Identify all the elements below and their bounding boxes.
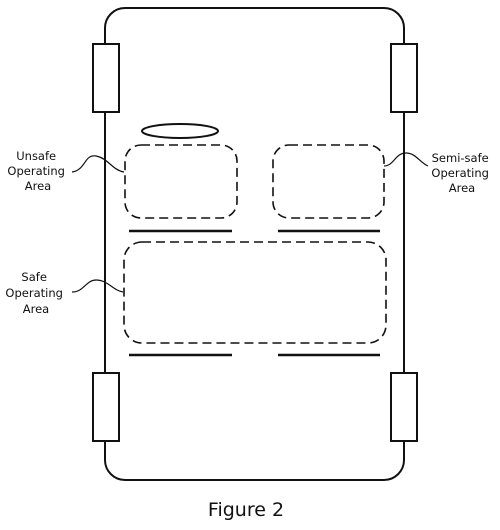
unsafe-area-label: Unsafe Operating Area <box>7 149 68 193</box>
safe-area-label: Safe Operating Area <box>5 270 66 316</box>
wheel-front-right <box>390 43 418 113</box>
unsafe-label-line-1: Unsafe <box>16 149 56 163</box>
safe-label-line-1: Safe <box>21 270 46 284</box>
unsafe-operating-area <box>124 144 238 219</box>
wheel-front-left <box>92 43 120 113</box>
semi-safe-label-line-3: Area <box>449 181 475 195</box>
wheel-rear-right <box>390 372 418 442</box>
figure-caption: Figure 2 <box>208 499 284 521</box>
unsafe-label-line-2: Operating <box>7 164 65 178</box>
steering-wheel <box>141 123 219 139</box>
safe-operating-area <box>123 241 387 344</box>
safe-label-line-2: Operating <box>5 286 63 300</box>
semi-safe-operating-area <box>272 144 385 219</box>
vehicle-body <box>104 7 405 481</box>
semi-safe-leader-line <box>383 152 429 167</box>
semi-safe-label-line-2: Operating <box>431 166 489 180</box>
wheel-rear-left <box>92 372 120 442</box>
safe-label-line-3: Area <box>23 302 49 316</box>
unsafe-leader-line <box>71 155 125 173</box>
semi-safe-label-line-1: Semi-safe <box>432 151 489 165</box>
semi-safe-area-label: Semi-safe Operating Area <box>431 151 492 195</box>
safe-leader-line <box>71 279 124 293</box>
unsafe-label-line-3: Area <box>25 179 51 193</box>
